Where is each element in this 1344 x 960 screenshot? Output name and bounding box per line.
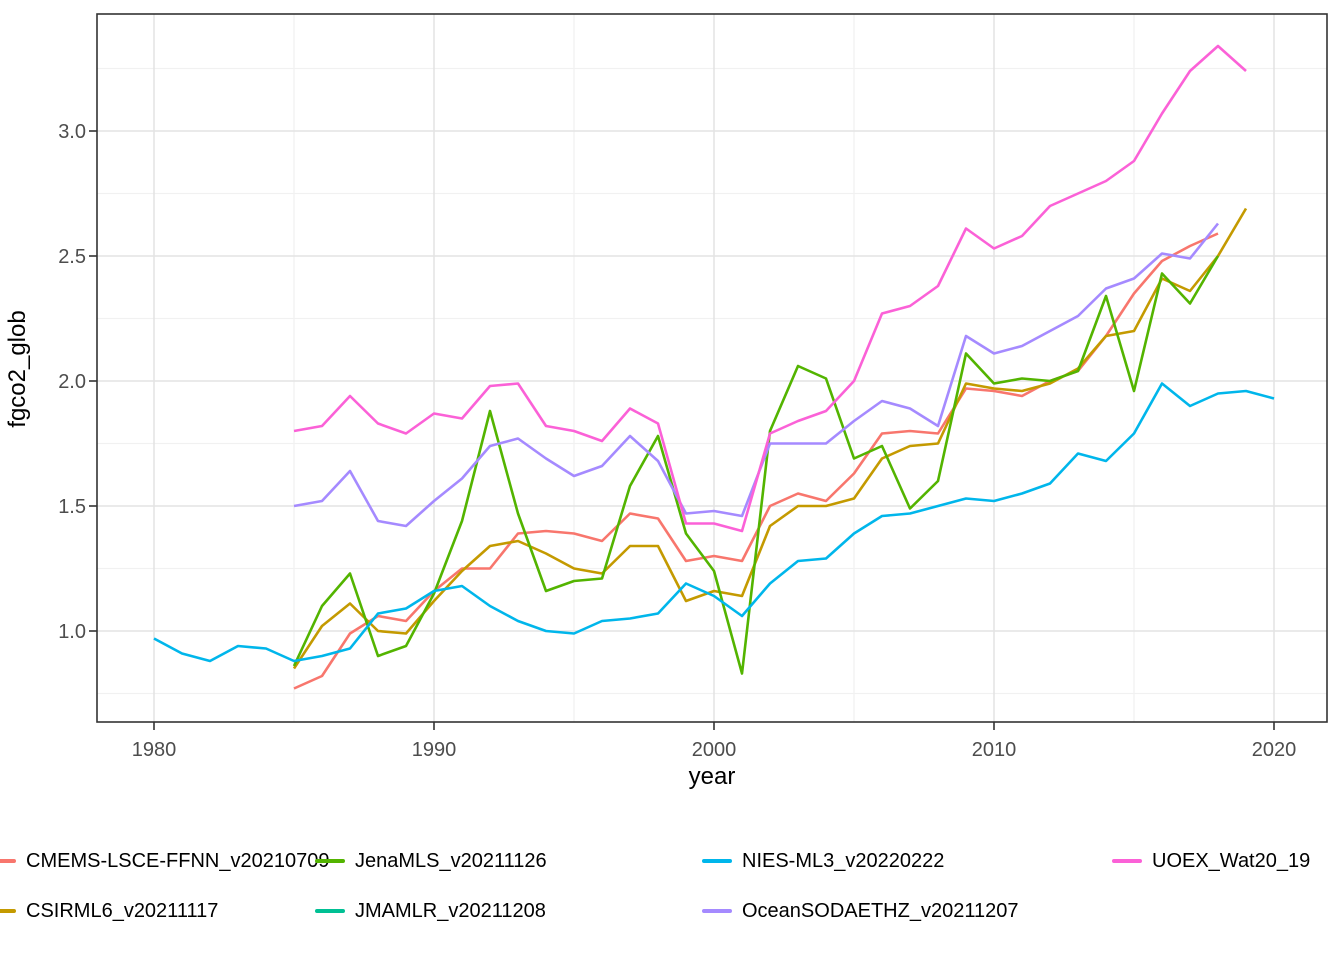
legend-item: UOEX_Wat20_19	[1112, 846, 1310, 876]
legend-swatch-icon	[702, 909, 732, 913]
legend-swatch-icon	[702, 859, 732, 863]
legend-item: OceanSODAETHZ_v20211207	[702, 896, 1018, 926]
y-tick-label: 1.0	[58, 621, 86, 643]
legend-swatch-icon	[315, 909, 345, 913]
x-tick-label: 2000	[692, 739, 737, 761]
legend-item: CSIRML6_v20211117	[0, 896, 218, 926]
legend-swatch-icon	[1112, 859, 1142, 863]
x-tick-label: 1980	[132, 739, 177, 761]
y-tick-label: 2.5	[58, 246, 86, 268]
legend-item: CMEMS-LSCE-FFNN_v20210709	[0, 846, 329, 876]
legend-swatch-icon	[0, 859, 16, 863]
series-line-NIES-ML3_v20220222	[153, 382, 1275, 663]
y-tick-label: 3.0	[58, 121, 86, 143]
series-line-CSIRML6_v20211117	[292, 207, 1248, 670]
y-tick-label: 1.5	[58, 496, 86, 518]
x-tick-label: 2020	[1252, 739, 1297, 761]
series-line-UOEX_Wat20_19	[293, 44, 1247, 533]
legend-label: CSIRML6_v20211117	[26, 899, 219, 922]
legend-label: UOEX_Wat20_19	[1152, 849, 1311, 872]
legend-swatch-icon	[0, 909, 16, 913]
x-tick-label: 2010	[972, 739, 1017, 761]
panel-border	[96, 13, 1328, 723]
x-axis-title: year	[688, 763, 736, 790]
legend-label: JenaMLS_v20211126	[355, 849, 547, 872]
legend-swatch-icon	[315, 859, 345, 863]
legend-item: JMAMLR_v20211208	[315, 896, 546, 926]
legend-label: CMEMS-LSCE-FFNN_v20210709	[26, 849, 330, 872]
y-tick-label: 2.0	[58, 371, 86, 393]
x-tick-label: 1990	[412, 739, 457, 761]
line-chart: 1980 1990 2000 2010 2020 1.0 1.5 2.0 2.5 3.0	[58, 13, 1328, 761]
legend-item: NIES-ML3_v20220222	[702, 846, 944, 876]
legend-label: NIES-ML3_v20220222	[742, 849, 945, 872]
legend-item: JenaMLS_v20211126	[315, 846, 547, 876]
series-line-JenaMLS_v20211126	[292, 255, 1220, 675]
legend-label: OceanSODAETHZ_v20211207	[742, 899, 1019, 922]
y-axis-title: fgco2_glob	[4, 310, 31, 428]
legend-label: JMAMLR_v20211208	[355, 899, 546, 922]
plot-panel	[97, 14, 1327, 722]
legend: CMEMS-LSCE-FFNN_v20210709 CSIRML6_v202111…	[0, 832, 1344, 952]
